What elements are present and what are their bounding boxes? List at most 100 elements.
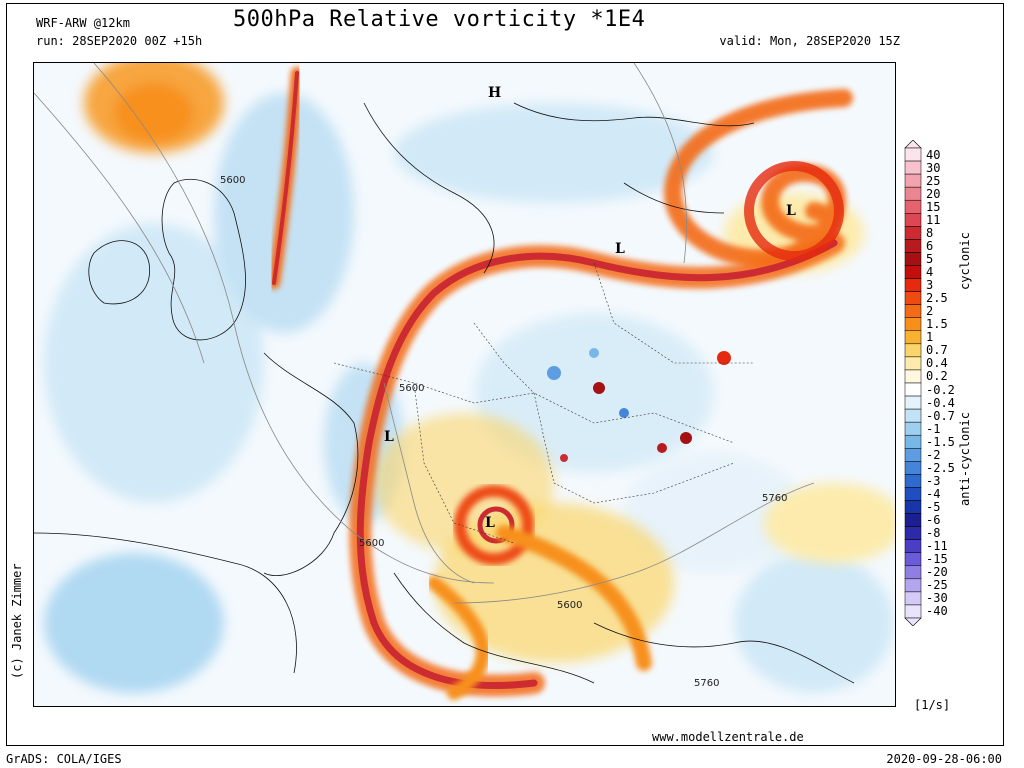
unit-label: [1/s] xyxy=(914,698,951,712)
legend-level-label: 0.7 xyxy=(926,343,948,358)
country-borders xyxy=(333,262,754,544)
legend-swatch xyxy=(904,513,922,527)
legend-level-label: -5 xyxy=(926,500,941,515)
high-pressure-symbol: H xyxy=(488,85,502,101)
legend-level-label: -8 xyxy=(926,526,941,541)
legend-level-label: -30 xyxy=(926,591,948,606)
low-pressure-symbol: L xyxy=(485,515,495,531)
legend-level-label: -15 xyxy=(926,552,948,567)
legend-swatch xyxy=(904,421,922,436)
legend-swatch xyxy=(904,199,922,214)
legend-swatch xyxy=(904,369,922,384)
contour-label: 5600 xyxy=(220,175,246,186)
legend-level-label: -0.2 xyxy=(926,382,955,397)
legend-level-label: 25 xyxy=(926,173,941,188)
author-credit: (c) Janek Zimmer xyxy=(10,563,24,679)
legend-swatch xyxy=(904,565,922,580)
map-graphic xyxy=(34,63,895,700)
model-label: WRF-ARW @12km xyxy=(36,16,130,30)
valid-time-label: valid: Mon, 28SEP2020 15Z xyxy=(719,34,900,48)
legend-level-label: -4 xyxy=(926,486,941,501)
legend-swatch xyxy=(904,408,922,423)
run-label: run: 28SEP2020 00Z +15h xyxy=(36,34,203,48)
color-legend xyxy=(904,140,922,626)
legend-swatch xyxy=(904,239,922,253)
website-label: www.modellzentrale.de xyxy=(652,730,804,744)
legend-level-label: 20 xyxy=(926,186,941,201)
contour-label: 5600 xyxy=(399,383,425,394)
legend-swatch xyxy=(904,278,922,292)
legend-level-label: 5 xyxy=(926,251,934,266)
legend-level-label: 1.5 xyxy=(926,317,948,332)
legend-level-label: 0.4 xyxy=(926,356,948,371)
legend-swatch xyxy=(904,186,922,201)
legend-level-label: 2.5 xyxy=(926,291,948,306)
small-vortices xyxy=(547,348,731,462)
cyclonic-label: cyclonic xyxy=(958,232,972,290)
legend-swatch xyxy=(904,474,922,488)
legend-swatch xyxy=(904,487,922,501)
legend-level-label: -6 xyxy=(926,513,941,528)
legend-level-label: 3 xyxy=(926,278,934,293)
contour-label: 5600 xyxy=(359,538,385,549)
legend-level-label: -1.5 xyxy=(926,434,955,449)
legend-swatch xyxy=(904,330,922,345)
legend-swatch xyxy=(904,461,922,475)
contour-label: 5760 xyxy=(694,678,720,689)
legend-level-label: -40 xyxy=(926,604,948,619)
legend-swatch xyxy=(904,304,922,318)
legend-level-label: 40 xyxy=(926,147,941,162)
legend-swatch xyxy=(904,252,922,266)
legend-swatch xyxy=(904,591,922,606)
legend-swatch xyxy=(904,395,922,410)
software-label: GrADS: COLA/IGES xyxy=(6,752,122,766)
legend-level-label: -20 xyxy=(926,565,948,580)
legend-swatch xyxy=(904,265,922,279)
contour-label: 5760 xyxy=(762,493,788,504)
legend-level-label: -11 xyxy=(926,539,948,554)
coastlines xyxy=(34,102,855,684)
legend-level-label: -3 xyxy=(926,473,941,488)
legend-swatch xyxy=(904,226,922,240)
legend-min-arrow xyxy=(904,617,922,626)
legend-max-arrow xyxy=(904,140,922,149)
legend-swatch xyxy=(904,160,922,175)
legend-swatch xyxy=(904,356,922,371)
legend-swatch xyxy=(904,604,922,619)
timestamp-label: 2020-09-28-06:00 xyxy=(886,752,1002,766)
legend-level-label: -0.4 xyxy=(926,395,955,410)
legend-swatch xyxy=(904,382,922,397)
legend-level-label: 6 xyxy=(926,238,934,253)
low-pressure-symbol: L xyxy=(615,241,625,257)
vorticity-ribbon xyxy=(268,67,853,700)
legend-level-label: 0.2 xyxy=(926,369,948,384)
legend-level-label: 15 xyxy=(926,199,941,214)
legend-swatch xyxy=(904,539,922,553)
legend-level-label: -25 xyxy=(926,578,948,593)
legend-level-label: 2 xyxy=(926,304,934,319)
legend-swatch xyxy=(904,552,922,567)
anticyclonic-label: anti-cyclonic xyxy=(958,412,972,506)
legend-level-label: 4 xyxy=(926,265,934,280)
legend-level-label: -2.5 xyxy=(926,460,955,475)
legend-level-label: 11 xyxy=(926,212,941,227)
legend-level-label: -1 xyxy=(926,421,941,436)
legend-swatch xyxy=(904,173,922,188)
contour-label: 5600 xyxy=(557,600,583,611)
low-pressure-symbol: L xyxy=(384,429,394,445)
legend-swatch xyxy=(904,526,922,540)
legend-swatch xyxy=(904,434,922,449)
low-pressure-symbol: L xyxy=(786,203,796,219)
legend-swatch xyxy=(904,317,922,332)
legend-level-label: -2 xyxy=(926,447,941,462)
geopotential-contours xyxy=(34,63,815,604)
legend-swatch xyxy=(904,147,922,162)
vorticity-map: H L L L L 5600 5600 5600 5600 5760 5760 xyxy=(33,62,896,707)
legend-swatch xyxy=(904,291,922,305)
legend-level-label: 30 xyxy=(926,160,941,175)
legend-level-label: -0.7 xyxy=(926,408,955,423)
legend-swatch xyxy=(904,578,922,593)
legend-swatch xyxy=(904,448,922,462)
legend-swatch xyxy=(904,343,922,358)
legend-swatch xyxy=(904,500,922,514)
